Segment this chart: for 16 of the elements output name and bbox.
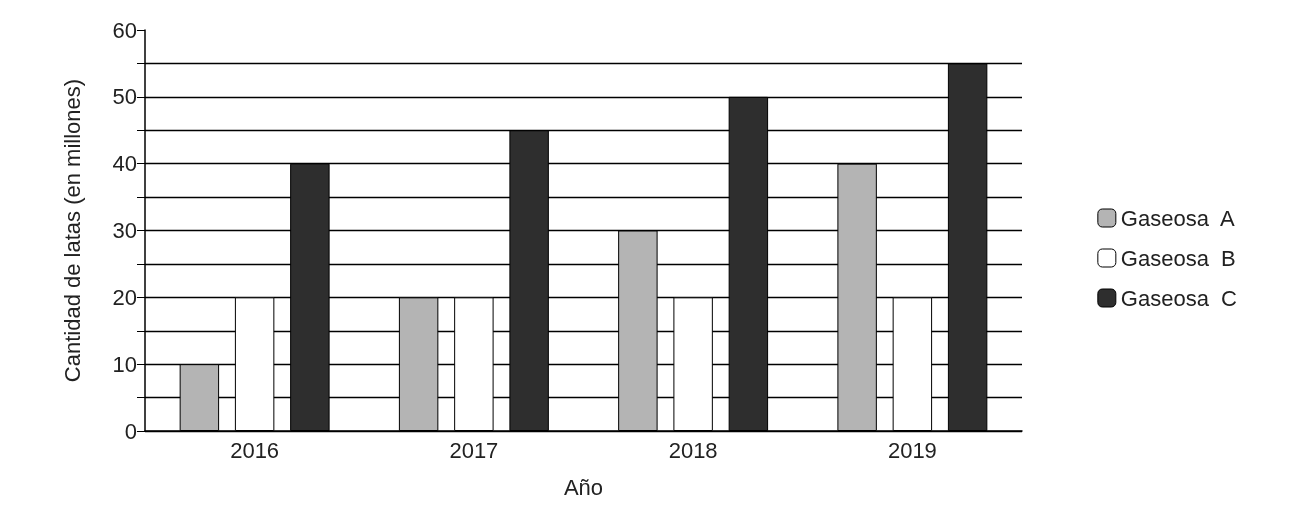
y-tick-label: 0 [124,418,137,444]
x-tick-label: 2018 [668,437,718,463]
y-tick-label: 60 [112,17,137,43]
y-tick-label: 30 [112,218,137,243]
legend-label: Gaseosa C [1120,285,1238,311]
x-axis-title: Año [563,474,604,500]
y-tick-label: 40 [112,151,137,177]
y-tick-label: 50 [112,84,137,110]
y-tick-label: 10 [112,351,137,377]
x-tick-label: 2019 [887,437,937,463]
legend-label: Gaseosa A [1120,205,1235,231]
y-tick-label: 20 [112,284,137,310]
y-axis-title: Cantidad de latas (en millones) [59,78,85,383]
legend-label: Gaseosa B [1120,245,1236,271]
x-tick-label: 2016 [230,437,280,463]
x-tick-label: 2017 [449,437,499,463]
